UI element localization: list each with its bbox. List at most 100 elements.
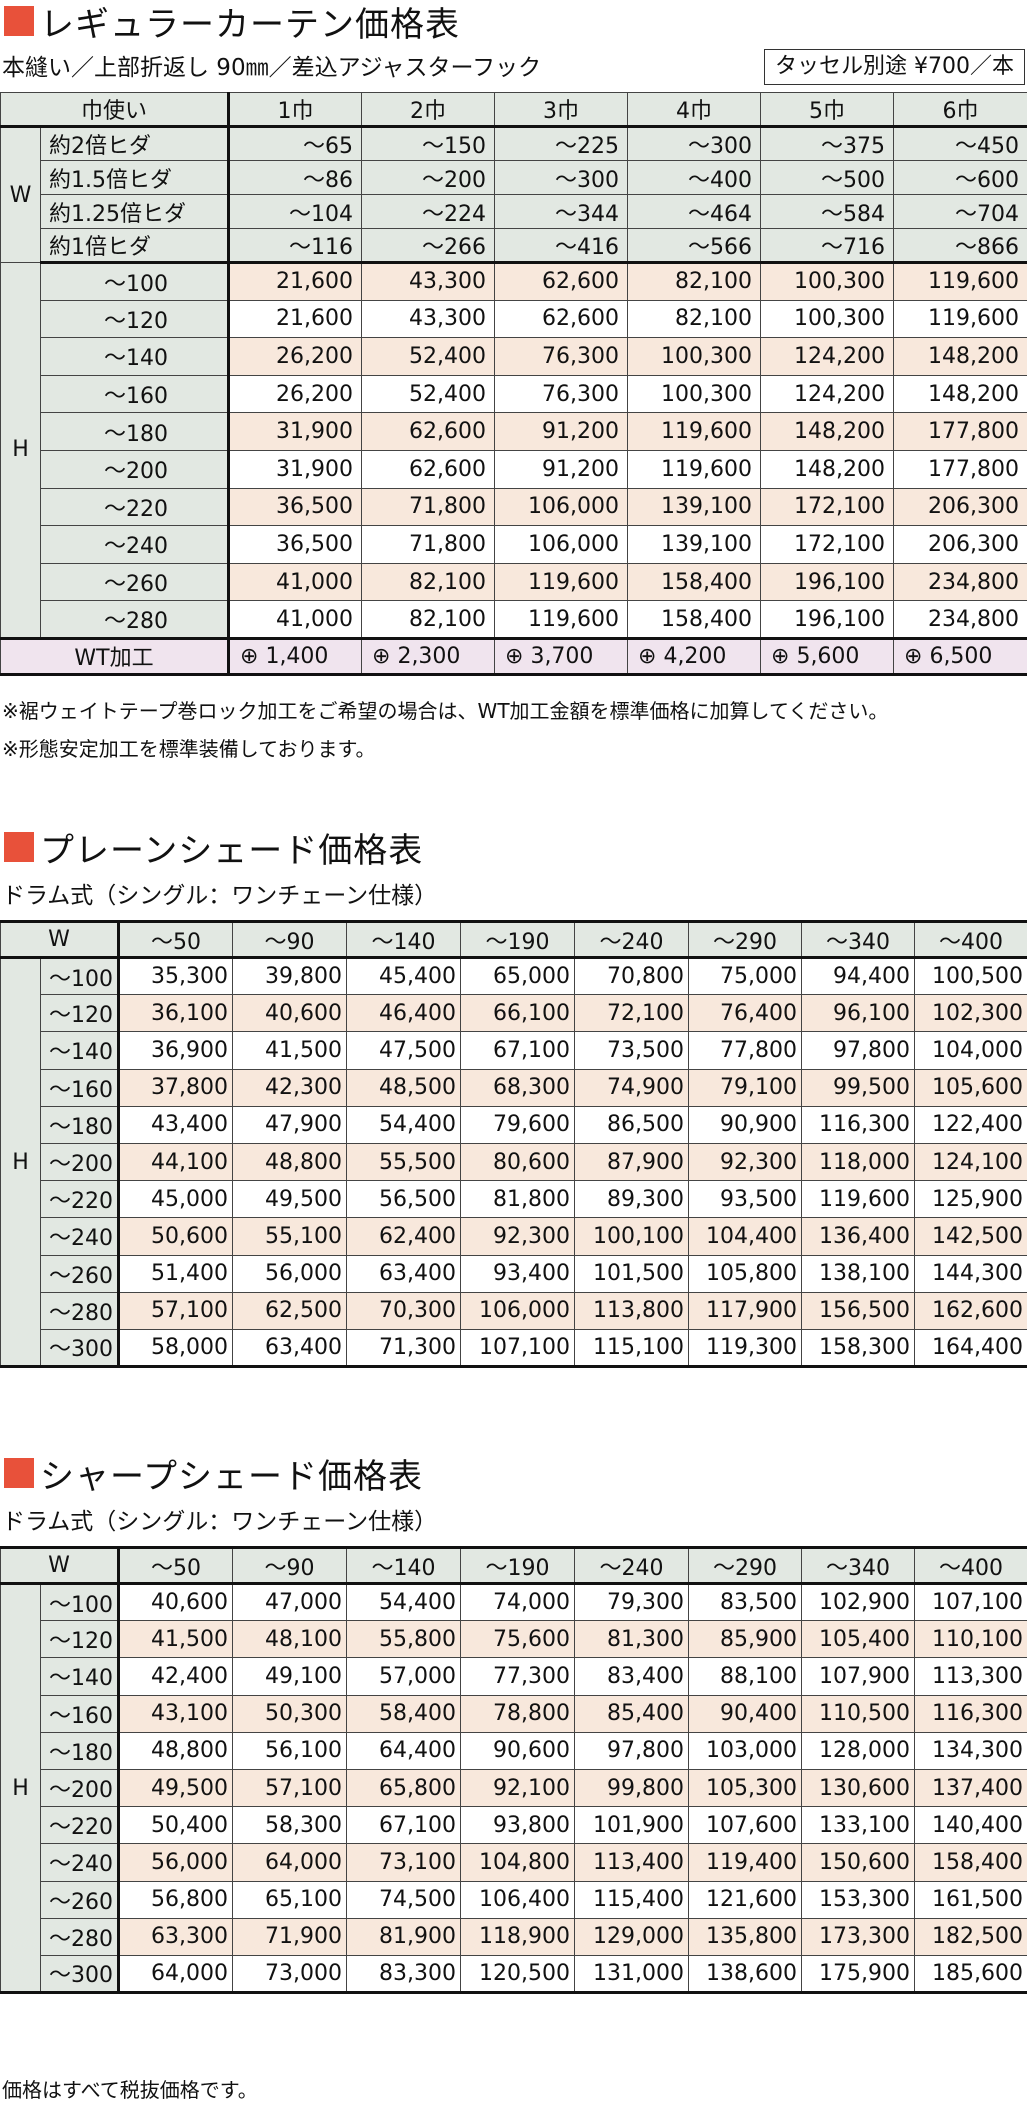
price-cell: 101,900 <box>574 1806 690 1845</box>
h-row-label: ～280 <box>39 1917 120 1956</box>
header-row: 巾使い 1巾 2巾 3巾 4巾 5巾 6巾 <box>0 92 1027 128</box>
price-cell: 31,900 <box>227 449 363 489</box>
w-cell: ～464 <box>627 194 762 229</box>
w-cell: ～450 <box>893 126 1027 161</box>
price-cell: 131,000 <box>574 1954 690 1995</box>
price-cell: 173,300 <box>801 1917 916 1956</box>
price-cell: 153,300 <box>801 1880 916 1919</box>
price-cell: 142,500 <box>914 1217 1027 1256</box>
h-row: ～300 58,000 63,400 71,300 107,100 115,100 119,… <box>1 1328 1027 1369</box>
h-row: ～240 56,000 64,000 73,100 104,800 113,400 119,… <box>1 1843 1027 1882</box>
price-cell: 97,800 <box>574 1731 690 1770</box>
price-cell: 75,000 <box>688 956 803 996</box>
price-cell: 42,400 <box>117 1657 234 1696</box>
price-cell: 106,000 <box>494 525 629 564</box>
price-cell: 125,900 <box>914 1180 1027 1219</box>
sharp-subtitle: ドラム式（シングル：ワンチェーン仕様） <box>2 1509 438 1535</box>
w-header-label: W <box>0 920 120 959</box>
price-cell: 21,600 <box>227 299 363 339</box>
h-row-label: ～300 <box>39 1328 120 1369</box>
w-cell: ～600 <box>893 160 1027 195</box>
w-cell: ～104 <box>227 194 363 229</box>
header-cell: 1巾 <box>227 92 363 128</box>
price-cell: 71,900 <box>232 1917 348 1956</box>
w-cell: ～86 <box>227 160 363 195</box>
w-cell: ～500 <box>760 160 895 195</box>
price-cell: 58,400 <box>346 1694 462 1733</box>
price-cell: 104,800 <box>460 1843 576 1882</box>
price-cell: 116,300 <box>801 1105 916 1144</box>
price-cell: 66,100 <box>460 994 576 1033</box>
header-cell: 3巾 <box>494 92 629 128</box>
h-row-label: ～160 <box>39 374 230 414</box>
price-cell: 158,300 <box>801 1328 916 1369</box>
price-cell: 43,100 <box>117 1694 234 1733</box>
w-cell: ～704 <box>893 194 1027 229</box>
price-cell: 70,800 <box>574 956 690 996</box>
h-row-label: ～120 <box>39 299 230 339</box>
price-cell: 138,600 <box>688 1954 803 1995</box>
h-row: ～220 36,500 71,800 106,000 139,100 172,100 206… <box>1 487 1027 527</box>
price-cell: 92,100 <box>460 1768 576 1808</box>
price-cell: 116,300 <box>914 1694 1027 1733</box>
w-row: 約1倍ヒダ ～116 ～266 ～416 ～566 ～716 ～866 <box>1 228 1027 264</box>
h-row: ～140 42,400 49,100 57,000 77,300 83,400 88,100… <box>1 1657 1027 1696</box>
price-cell: 124,200 <box>760 374 895 414</box>
price-cell: 104,000 <box>914 1031 1027 1070</box>
price-cell: 50,600 <box>117 1217 234 1256</box>
h-row-label: ～220 <box>39 1180 120 1219</box>
price-cell: 106,000 <box>494 487 629 527</box>
price-cell: 86,500 <box>574 1105 690 1144</box>
price-cell: 113,800 <box>574 1291 690 1330</box>
price-cell: 118,900 <box>460 1917 576 1956</box>
price-cell: 67,100 <box>460 1031 576 1070</box>
price-cell: 44,100 <box>117 1142 234 1182</box>
price-cell: 75,600 <box>460 1620 576 1659</box>
price-cell: 90,400 <box>688 1694 803 1733</box>
price-cell: 81,900 <box>346 1917 462 1956</box>
h-row: ～180 31,900 62,600 91,200 119,600 148,200 177,… <box>1 412 1027 451</box>
price-cell: 47,000 <box>232 1582 348 1622</box>
price-cell: 104,400 <box>688 1217 803 1256</box>
price-cell: 82,100 <box>361 562 496 602</box>
price-cell: 63,300 <box>117 1917 234 1956</box>
h-row-label: ～280 <box>39 600 230 640</box>
w-cell: ～416 <box>494 228 629 264</box>
price-cell: 100,300 <box>760 299 895 339</box>
w-cell: ～225 <box>494 126 629 161</box>
h-row-label: ～180 <box>39 412 230 451</box>
price-cell: 71,800 <box>361 487 496 527</box>
price-cell: 100,300 <box>760 262 895 301</box>
price-cell: 64,400 <box>346 1731 462 1770</box>
header-cell: 5巾 <box>760 92 895 128</box>
width-header-cell: ～190 <box>460 920 576 959</box>
h-row: ～280 63,300 71,900 81,900 118,900 129,000 135,… <box>1 1917 1027 1956</box>
wt-cell: ⊕ 6,500 <box>893 637 1027 676</box>
price-cell: 93,500 <box>688 1180 803 1219</box>
price-cell: 49,500 <box>117 1768 234 1808</box>
price-cell: 76,300 <box>494 374 629 414</box>
width-header-cell: ～340 <box>801 920 916 959</box>
price-cell: 41,000 <box>227 600 363 640</box>
h-row-label: ～140 <box>39 337 230 376</box>
w-cell: ～344 <box>494 194 629 229</box>
header-row: W ～50 ～90 ～140 ～190 ～240 ～290 ～340 ～400 <box>0 1546 1027 1585</box>
price-cell: 139,100 <box>627 487 762 527</box>
price-cell: 172,100 <box>760 525 895 564</box>
price-cell: 52,400 <box>361 374 496 414</box>
price-cell: 48,800 <box>232 1142 348 1182</box>
width-header-cell: ～240 <box>574 1546 690 1585</box>
price-cell: 55,500 <box>346 1142 462 1182</box>
price-cell: 85,900 <box>688 1620 803 1659</box>
price-cell: 56,000 <box>232 1254 348 1293</box>
price-cell: 65,100 <box>232 1880 348 1919</box>
w-cell: ～65 <box>227 126 363 161</box>
price-cell: 72,100 <box>574 994 690 1033</box>
price-cell: 119,400 <box>688 1843 803 1882</box>
title-square-icon <box>4 1458 34 1488</box>
h-row-label: ～300 <box>39 1954 120 1995</box>
price-cell: 82,100 <box>627 262 762 301</box>
price-cell: 49,500 <box>232 1180 348 1219</box>
w-cell: ～300 <box>494 160 629 195</box>
h-row-label: ～240 <box>39 525 230 564</box>
